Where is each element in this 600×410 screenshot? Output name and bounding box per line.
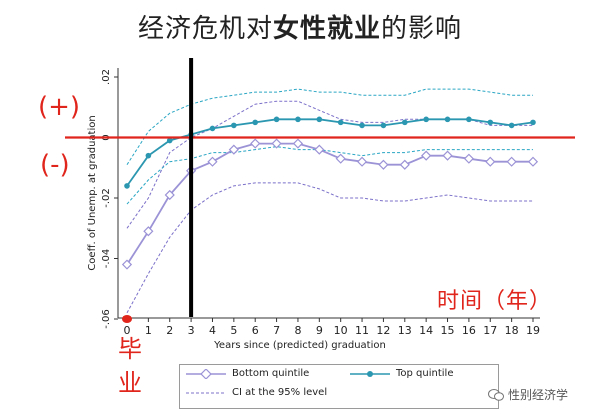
title-highlight: 女性就业 [272, 14, 381, 44]
graduation-label: 毕业 [118, 332, 142, 400]
marker-top [209, 125, 216, 132]
x-tick-label: 16 [462, 324, 476, 337]
legend-item-top: Top quintile [350, 368, 454, 379]
marker-bottom [121, 259, 133, 270]
marker-bottom [356, 156, 368, 167]
x-tick-label: 14 [419, 324, 433, 337]
legend-swatch-ci [186, 392, 226, 393]
x-tick-label: 5 [230, 324, 237, 337]
x-tick-label: 11 [355, 324, 369, 337]
title-prefix: 经济危机对 [137, 14, 273, 44]
marker-bottom [506, 156, 517, 167]
ci-lower-top-line [126, 146, 533, 205]
series-line-bottom [126, 142, 533, 266]
legend-item-ci: CI at the 95% level [186, 387, 327, 398]
marker-top [231, 122, 237, 129]
y-tick-label: -.04 [101, 249, 112, 269]
marker-top [423, 116, 429, 123]
marker-top [444, 116, 451, 123]
marker-top [295, 116, 301, 123]
marker-top [273, 116, 280, 123]
chart-legend: Bottom quintile Top quintile CI at the 9… [179, 364, 499, 409]
x-tick-label: 4 [209, 324, 216, 337]
x-axis-title: Years since (predicted) graduation [213, 340, 386, 351]
marker-top [380, 122, 387, 129]
series-line-top [126, 118, 534, 187]
y-tick-label: .02 [101, 69, 112, 85]
title-suffix: 的影响 [381, 14, 463, 44]
marker-bottom [164, 189, 175, 201]
watermark: 性别经济学 [488, 386, 568, 403]
graduation-label-line-1: 业 [118, 369, 142, 397]
marker-top [508, 122, 515, 129]
chart-title: 经济危机对女性就业的影响 [0, 8, 600, 45]
x-tick-label: 19 [526, 324, 540, 337]
x-tick-label: 17 [483, 324, 497, 337]
chat-bubble-icon [488, 388, 504, 401]
legend-label-bottom: Bottom quintile [232, 368, 310, 379]
marker-top [252, 119, 259, 126]
x-tick-label: 2 [166, 324, 173, 337]
marker-bottom [207, 156, 218, 167]
x-tick-label: 8 [294, 324, 301, 337]
marker-bottom [271, 138, 282, 149]
y-tick-label: -.06 [101, 309, 112, 329]
legend-label-ci: CI at the 95% level [232, 387, 328, 398]
ci-upper-top-line [126, 88, 533, 165]
marker-top [124, 183, 130, 189]
marker-bottom [228, 144, 239, 155]
marker-top [145, 152, 152, 159]
graduation-marker [122, 315, 132, 323]
ci-lower-bottom-line [126, 182, 533, 314]
graduation-label-line-0: 毕 [118, 335, 142, 363]
x-tick-label: 7 [273, 324, 280, 337]
x-tick-label: 12 [376, 324, 390, 337]
marker-bottom [463, 153, 474, 164]
marker-bottom [485, 156, 496, 167]
x-tick-label: 0 [124, 324, 131, 337]
marker-bottom [292, 138, 304, 149]
legend-swatch-bottom [186, 368, 226, 379]
x-tick-label: 1 [145, 324, 152, 337]
legend-label-top: Top quintile [396, 368, 454, 379]
x-tick-label: 9 [316, 324, 323, 337]
x-tick-label: 15 [441, 324, 455, 337]
watermark-text: 性别经济学 [508, 388, 569, 402]
time-years-label: 时间（年） [437, 289, 553, 314]
marker-bottom [378, 159, 389, 170]
marker-top [530, 119, 536, 126]
marker-top [316, 116, 323, 123]
y-axis-title: Coeff. of Unemp. at graduation [87, 115, 98, 270]
marker-bottom [399, 159, 410, 170]
x-tick-label: 6 [252, 324, 259, 337]
marker-bottom [335, 153, 346, 164]
marker-bottom [143, 226, 154, 237]
marker-top [401, 119, 408, 126]
marker-bottom [527, 156, 539, 167]
legend-swatch-top [350, 370, 390, 377]
marker-top [466, 116, 472, 123]
x-tick-label: 3 [188, 324, 195, 337]
positive-effect-label: (+) [38, 92, 81, 122]
marker-bottom [442, 150, 453, 161]
x-tick-label: 18 [505, 324, 519, 337]
marker-top [359, 122, 365, 129]
negative-effect-label: (-) [40, 150, 70, 180]
marker-top [166, 137, 173, 144]
marker-bottom [250, 138, 261, 149]
marker-top [487, 119, 494, 126]
x-tick-label: 13 [398, 324, 412, 337]
marker-top [337, 119, 344, 126]
legend-item-bottom: Bottom quintile [186, 368, 309, 379]
marker-bottom [314, 144, 325, 155]
x-tick-label: 10 [334, 324, 348, 337]
y-tick-label: -.02 [101, 188, 112, 208]
marker-bottom [421, 150, 432, 161]
